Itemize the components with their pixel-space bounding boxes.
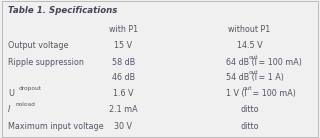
Text: 58 dB: 58 dB bbox=[112, 58, 135, 67]
Text: 30 V: 30 V bbox=[114, 122, 132, 131]
Text: ditto: ditto bbox=[240, 122, 259, 131]
Text: 15 V: 15 V bbox=[114, 41, 132, 50]
Text: without P1: without P1 bbox=[228, 25, 271, 34]
Text: noload: noload bbox=[15, 102, 35, 107]
Text: = 1 A): = 1 A) bbox=[255, 73, 284, 82]
Text: out: out bbox=[243, 86, 252, 91]
Text: 46 dB: 46 dB bbox=[112, 73, 135, 82]
Text: 64 dB (I: 64 dB (I bbox=[226, 58, 256, 67]
Text: 54 dB (I: 54 dB (I bbox=[226, 73, 257, 82]
Text: Output voltage: Output voltage bbox=[8, 41, 68, 50]
Text: Table 1. Specifications: Table 1. Specifications bbox=[8, 6, 117, 15]
FancyBboxPatch shape bbox=[2, 1, 318, 137]
Text: U: U bbox=[8, 89, 14, 98]
Text: 14.5 V: 14.5 V bbox=[237, 41, 262, 50]
Text: Ripple suppression: Ripple suppression bbox=[8, 58, 84, 67]
Text: = 100 mA): = 100 mA) bbox=[255, 58, 301, 67]
Text: = 100 mA): = 100 mA) bbox=[250, 89, 296, 98]
Text: with P1: with P1 bbox=[108, 25, 138, 34]
Text: out: out bbox=[249, 55, 258, 60]
Text: 2.1 mA: 2.1 mA bbox=[109, 105, 138, 114]
Text: 1.6 V: 1.6 V bbox=[113, 89, 133, 98]
Text: Maximum input voltage: Maximum input voltage bbox=[8, 122, 104, 131]
Text: I: I bbox=[8, 105, 10, 114]
Text: 1 V (I: 1 V (I bbox=[226, 89, 246, 98]
Text: ditto: ditto bbox=[240, 105, 259, 114]
Text: dropout: dropout bbox=[19, 86, 42, 91]
Text: out: out bbox=[249, 70, 258, 75]
